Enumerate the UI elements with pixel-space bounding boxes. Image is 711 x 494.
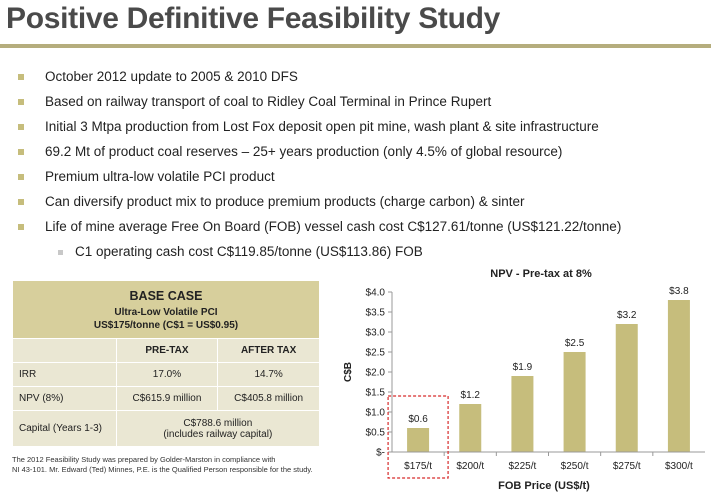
footnote: The 2012 Feasibility Study was prepared … — [12, 455, 332, 475]
x-tick-label: $225/t — [509, 461, 537, 472]
sub-bullet-text: C1 operating cash cost C$119.85/tonne (U… — [75, 244, 423, 259]
bar-$175/t — [407, 428, 430, 452]
footnote-line: The 2012 Feasibility Study was prepared … — [12, 455, 276, 464]
table-row: NPV (8%) C$615.9 million C$405.8 million — [12, 386, 320, 411]
bullet-marker-icon — [18, 224, 24, 230]
y-tick-label: $0.5 — [366, 428, 386, 439]
capital-value-cell: C$788.6 million (includes railway capita… — [115, 410, 321, 447]
x-tick-label: $200/t — [456, 461, 484, 472]
y-tick-label: $3.0 — [366, 328, 386, 339]
table-column-header-row: PRE-TAX AFTER TAX — [12, 338, 320, 363]
bar-data-label: $3.2 — [617, 310, 637, 321]
y-tick-label: $- — [376, 448, 385, 459]
bullet-text: 69.2 Mt of product coal reserves – 25+ y… — [45, 144, 563, 159]
y-tick-label: $2.0 — [366, 368, 386, 379]
bullet-text: Life of mine average Free On Board (FOB)… — [45, 219, 622, 234]
row-after-tax-value: 14.7% — [217, 362, 320, 387]
x-tick-label: $175/t — [404, 461, 432, 472]
y-tick-label: $1.0 — [366, 408, 386, 419]
page-title: Positive Definitive Feasibility Study — [6, 2, 501, 35]
bullet-item: Initial 3 Mtpa production from Lost Fox … — [18, 118, 708, 143]
bullet-item: 69.2 Mt of product coal reserves – 25+ y… — [18, 143, 708, 168]
x-tick-label: $250/t — [561, 461, 589, 472]
row-label: IRR — [12, 362, 117, 387]
bullet-text: Can diversify product mix to produce pre… — [45, 194, 525, 209]
row-after-tax-value: C$405.8 million — [217, 386, 320, 411]
column-header-after-tax: AFTER TAX — [217, 338, 320, 363]
x-axis-label: FOB Price (US$/t) — [498, 480, 590, 492]
sub-bullet-marker-icon — [58, 250, 63, 255]
capital-note: (includes railway capital) — [163, 428, 273, 440]
bullet-marker-icon — [18, 199, 24, 205]
bullet-marker-icon — [18, 124, 24, 130]
bar-$275/t — [615, 324, 638, 452]
npv-bar-chart: NPV - Pre-tax at 8% C$B FOB Price (US$/t… — [343, 268, 705, 492]
y-tick-label: $1.5 — [366, 388, 386, 399]
bar-data-label: $1.2 — [461, 390, 481, 401]
y-tick-label: $3.5 — [366, 308, 386, 319]
bullet-marker-icon — [18, 174, 24, 180]
bullet-list: October 2012 update to 2005 & 2010 DFS B… — [18, 68, 708, 268]
highlight-box — [387, 395, 449, 479]
bar-$200/t — [459, 404, 482, 452]
bar-data-label: $2.5 — [565, 338, 585, 349]
bar-data-label: $1.9 — [513, 362, 533, 373]
table-row: Capital (Years 1-3) C$788.6 million (inc… — [12, 410, 321, 447]
bar-data-label: $3.8 — [669, 286, 689, 297]
x-tick-label: $300/t — [665, 461, 693, 472]
row-pre-tax-value: C$615.9 million — [115, 386, 219, 411]
bullet-item: Premium ultra-low volatile PCI product — [18, 168, 708, 193]
y-tick-label: $4.0 — [366, 288, 386, 299]
bullet-text: Based on railway transport of coal to Ri… — [45, 94, 492, 109]
table-header-cell: BASE CASE Ultra-Low Volatile PCI US$175/… — [12, 280, 320, 339]
table-header-subtitle: Ultra-Low Volatile PCI — [114, 306, 218, 318]
bullet-marker-icon — [18, 149, 24, 155]
row-label: Capital (Years 1-3) — [12, 410, 117, 447]
title-divider — [0, 44, 711, 48]
bullet-marker-icon — [18, 74, 24, 80]
sub-bullet-item: C1 operating cash cost C$119.85/tonne (U… — [18, 243, 708, 268]
capital-value: C$788.6 million — [183, 417, 253, 429]
table-empty-cell — [12, 338, 117, 363]
bullet-item: Based on railway transport of coal to Ri… — [18, 93, 708, 118]
row-label: NPV (8%) — [12, 386, 117, 411]
chart-title: NPV - Pre-tax at 8% — [490, 268, 592, 280]
bullet-item: Can diversify product mix to produce pre… — [18, 193, 708, 218]
y-axis-ticks: $- $0.5 $1.0 $1.5 $2.0 $2.5 $3.0 $3.5 $4.0 — [366, 288, 392, 459]
table-row: IRR 17.0% 14.7% — [12, 362, 320, 387]
row-pre-tax-value: 17.0% — [115, 362, 219, 387]
y-axis-label: C$B — [343, 362, 354, 382]
bullet-text: October 2012 update to 2005 & 2010 DFS — [45, 69, 298, 84]
footnote-line: NI 43-101. Mr. Edward (Ted) Minnes, P.E.… — [12, 465, 313, 474]
bullet-text: Initial 3 Mtpa production from Lost Fox … — [45, 119, 599, 134]
x-tick-label: $275/t — [613, 461, 641, 472]
y-tick-label: $2.5 — [366, 348, 386, 359]
bar-$250/t — [563, 352, 586, 452]
bullet-item: Life of mine average Free On Board (FOB)… — [18, 218, 708, 243]
bar-$300/t — [667, 300, 690, 452]
base-case-table: BASE CASE Ultra-Low Volatile PCI US$175/… — [12, 280, 321, 447]
table-header-price: US$175/tonne (C$1 = US$0.95) — [93, 319, 239, 331]
table-header-title: BASE CASE — [129, 288, 203, 303]
x-axis-ticks: $175/t $200/t $225/t $250/t $275/t $300/t — [404, 452, 693, 472]
bullet-item: October 2012 update to 2005 & 2010 DFS — [18, 68, 708, 93]
bullet-text: Premium ultra-low volatile PCI product — [45, 169, 275, 184]
column-header-pre-tax: PRE-TAX — [115, 338, 219, 363]
bullet-marker-icon — [18, 99, 24, 105]
table-header-row: BASE CASE Ultra-Low Volatile PCI US$175/… — [12, 280, 320, 339]
chart-bars: $0.6 $1.2 $1.9 $2.5 $3.2 $3.8 — [407, 286, 690, 452]
bar-$225/t — [511, 376, 534, 452]
bar-data-label: $0.6 — [408, 414, 428, 425]
